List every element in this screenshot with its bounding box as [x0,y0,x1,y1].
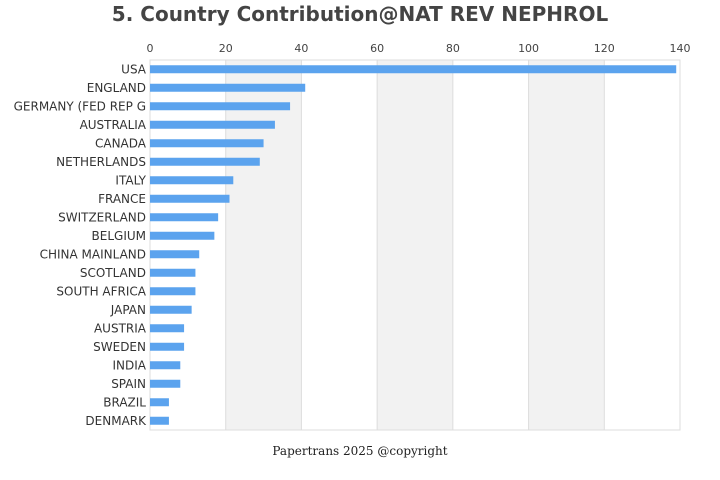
category-label: JAPAN [110,303,146,317]
x-tick-label: 120 [594,42,615,55]
bar [150,305,192,314]
bar [150,231,215,240]
category-label: SWITZERLAND [58,210,146,224]
background-band [377,60,453,430]
category-label: ITALY [115,173,146,187]
x-axis-ticks: 0 20 40 60 80 100 120 140 [147,42,691,55]
bar [150,194,230,203]
category-label: DENMARK [85,414,147,428]
bar [150,361,181,370]
bar [150,102,291,111]
bar [150,398,169,407]
category-label: ENGLAND [87,81,146,95]
category-label: INDIA [112,358,146,372]
background-band [528,60,605,430]
bar [150,213,219,222]
background-bands [225,60,605,430]
bar [150,287,196,296]
bar [150,250,200,259]
bar [150,139,264,148]
bars [150,65,677,425]
bar [150,416,169,425]
bar [150,157,260,166]
bar [150,268,196,277]
category-label: GERMANY (FED REP G [14,99,146,113]
x-tick-label: 60 [370,42,384,55]
bar [150,120,275,129]
x-tick-label: 40 [294,42,308,55]
chart-title: 5. Country Contribution@NAT REV NEPHROL [111,2,609,26]
category-label: SWEDEN [93,340,146,354]
bar [150,379,181,388]
background-band [225,60,302,430]
bar [150,176,234,185]
category-label: BRAZIL [103,395,146,409]
x-tick-label: 100 [518,42,539,55]
category-label: CANADA [95,136,147,150]
copyright-footer: Papertrans 2025 @copyright [272,444,448,458]
bar [150,324,185,333]
category-label: CHINA MAINLAND [40,247,146,261]
category-label: AUSTRALIA [80,118,147,132]
x-tick-label: 140 [670,42,691,55]
x-tick-label: 80 [446,42,460,55]
category-label: NETHERLANDS [56,155,146,169]
plot-area-border [149,59,681,431]
category-label: SOUTH AFRICA [56,284,146,298]
category-labels: USA ENGLAND GERMANY (FED REP G AUSTRALIA CAN… [14,62,148,428]
bar [150,65,677,74]
x-tick-label: 0 [147,42,154,55]
category-label: BELGIUM [92,229,146,243]
category-label: AUSTRIA [94,321,147,335]
bar [150,83,306,92]
category-label: USA [121,62,147,76]
bar [150,342,185,351]
category-label: SCOTLAND [80,266,146,280]
category-label: FRANCE [98,192,146,206]
x-tick-label: 20 [219,42,233,55]
plot-frame [149,59,681,431]
category-label: SPAIN [111,377,146,391]
